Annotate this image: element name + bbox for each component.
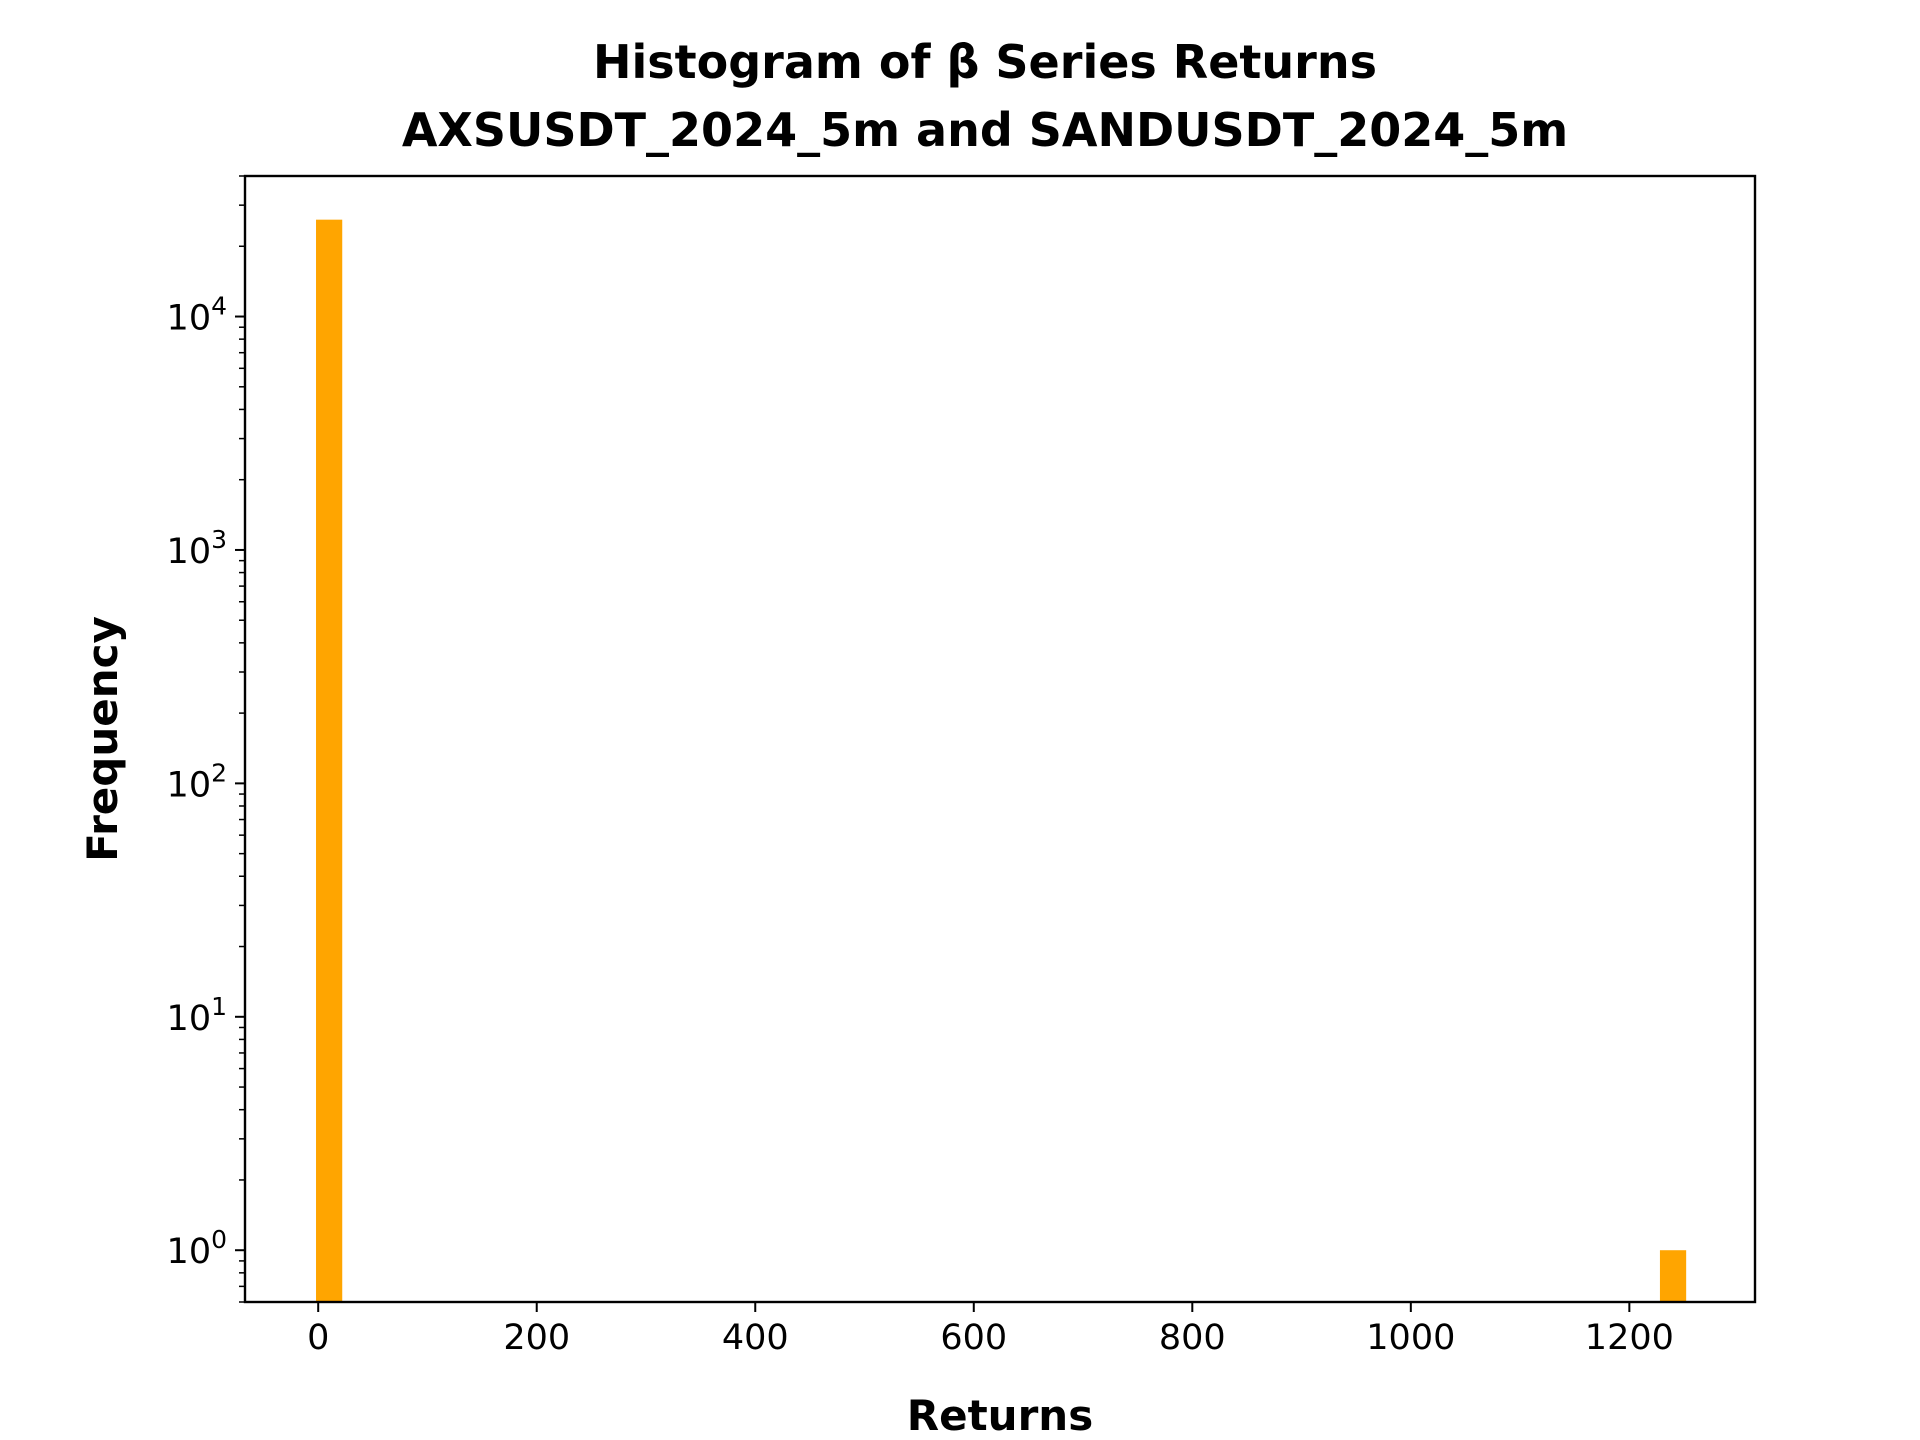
y-tick-label-3: 103 — [167, 525, 227, 572]
y-tick-label-4: 104 — [167, 292, 227, 339]
y-tick-label-2: 102 — [167, 758, 227, 805]
x-tick-label-4: 800 — [1159, 1318, 1226, 1358]
chart-title-line1: Histogram of β Series Returns — [593, 35, 1377, 89]
y-tick-label-1: 101 — [167, 992, 227, 1039]
x-tick-label-5: 1000 — [1366, 1318, 1455, 1358]
histogram-bar-1 — [1659, 1250, 1687, 1302]
y-axis-label: Frequency — [78, 616, 127, 862]
chart-title-line2: AXSUSDT_2024_5m and SANDUSDT_2024_5m — [402, 103, 1568, 157]
x-tick-label-1: 200 — [503, 1318, 570, 1358]
bars-group — [316, 219, 1687, 1302]
plot-frame — [243, 174, 1757, 1304]
x-tick-label-0: 0 — [307, 1318, 329, 1358]
x-axis-ticks: 0 200 400 600 800 1000 1200 — [307, 1302, 1674, 1358]
histogram-bar-0 — [316, 219, 343, 1302]
y-axis-ticks: 100 101 102 103 104 — [167, 175, 245, 1303]
x-axis-label: Returns — [907, 1391, 1093, 1440]
x-tick-label-2: 400 — [722, 1318, 789, 1358]
plot-area — [245, 176, 1755, 1302]
y-tick-label-0: 100 — [167, 1225, 227, 1272]
x-tick-label-6: 1200 — [1585, 1318, 1674, 1358]
x-tick-label-3: 600 — [940, 1318, 1007, 1358]
